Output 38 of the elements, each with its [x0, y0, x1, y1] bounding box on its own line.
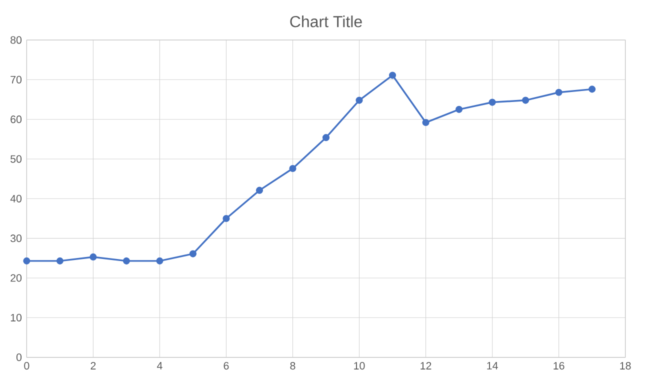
point — [356, 96, 363, 104]
point — [122, 257, 130, 264]
point — [456, 106, 463, 113]
y-tick-label: 60 — [10, 116, 22, 124]
x-tick-label: 18 — [620, 362, 631, 370]
point — [189, 250, 197, 258]
point — [289, 164, 296, 172]
y-tick-label: 80 — [10, 36, 22, 44]
point — [256, 186, 264, 194]
point — [488, 98, 496, 106]
point — [555, 88, 562, 96]
x-tick-label: 14 — [487, 362, 498, 370]
y-tick-label: 10 — [10, 314, 22, 322]
y-tick-label: 40 — [10, 194, 22, 202]
x-tick-label: 8 — [290, 362, 296, 370]
point — [322, 134, 330, 142]
point — [588, 86, 596, 93]
point — [156, 257, 164, 264]
x-tick-label: 6 — [224, 362, 229, 370]
x-tick-label: 2 — [90, 362, 96, 370]
x-tick-label: 10 — [354, 362, 365, 370]
x-tick-label: 4 — [156, 362, 162, 370]
x-tick-label: 16 — [554, 362, 564, 370]
point — [422, 118, 430, 126]
y-tick-label: 30 — [10, 234, 22, 242]
point — [388, 72, 396, 79]
x-tick-label: 0 — [24, 362, 30, 370]
chart-title: Chart Title — [290, 16, 362, 28]
y-tick-label: 70 — [10, 76, 22, 84]
point — [522, 96, 530, 104]
y-tick-label: 0 — [16, 354, 22, 362]
point — [23, 257, 30, 264]
point — [222, 214, 230, 222]
point — [56, 257, 64, 264]
y-tick-label: 20 — [10, 274, 22, 282]
y-tick-label: 50 — [10, 155, 22, 163]
point — [90, 253, 97, 261]
x-tick-label: 12 — [420, 362, 432, 370]
